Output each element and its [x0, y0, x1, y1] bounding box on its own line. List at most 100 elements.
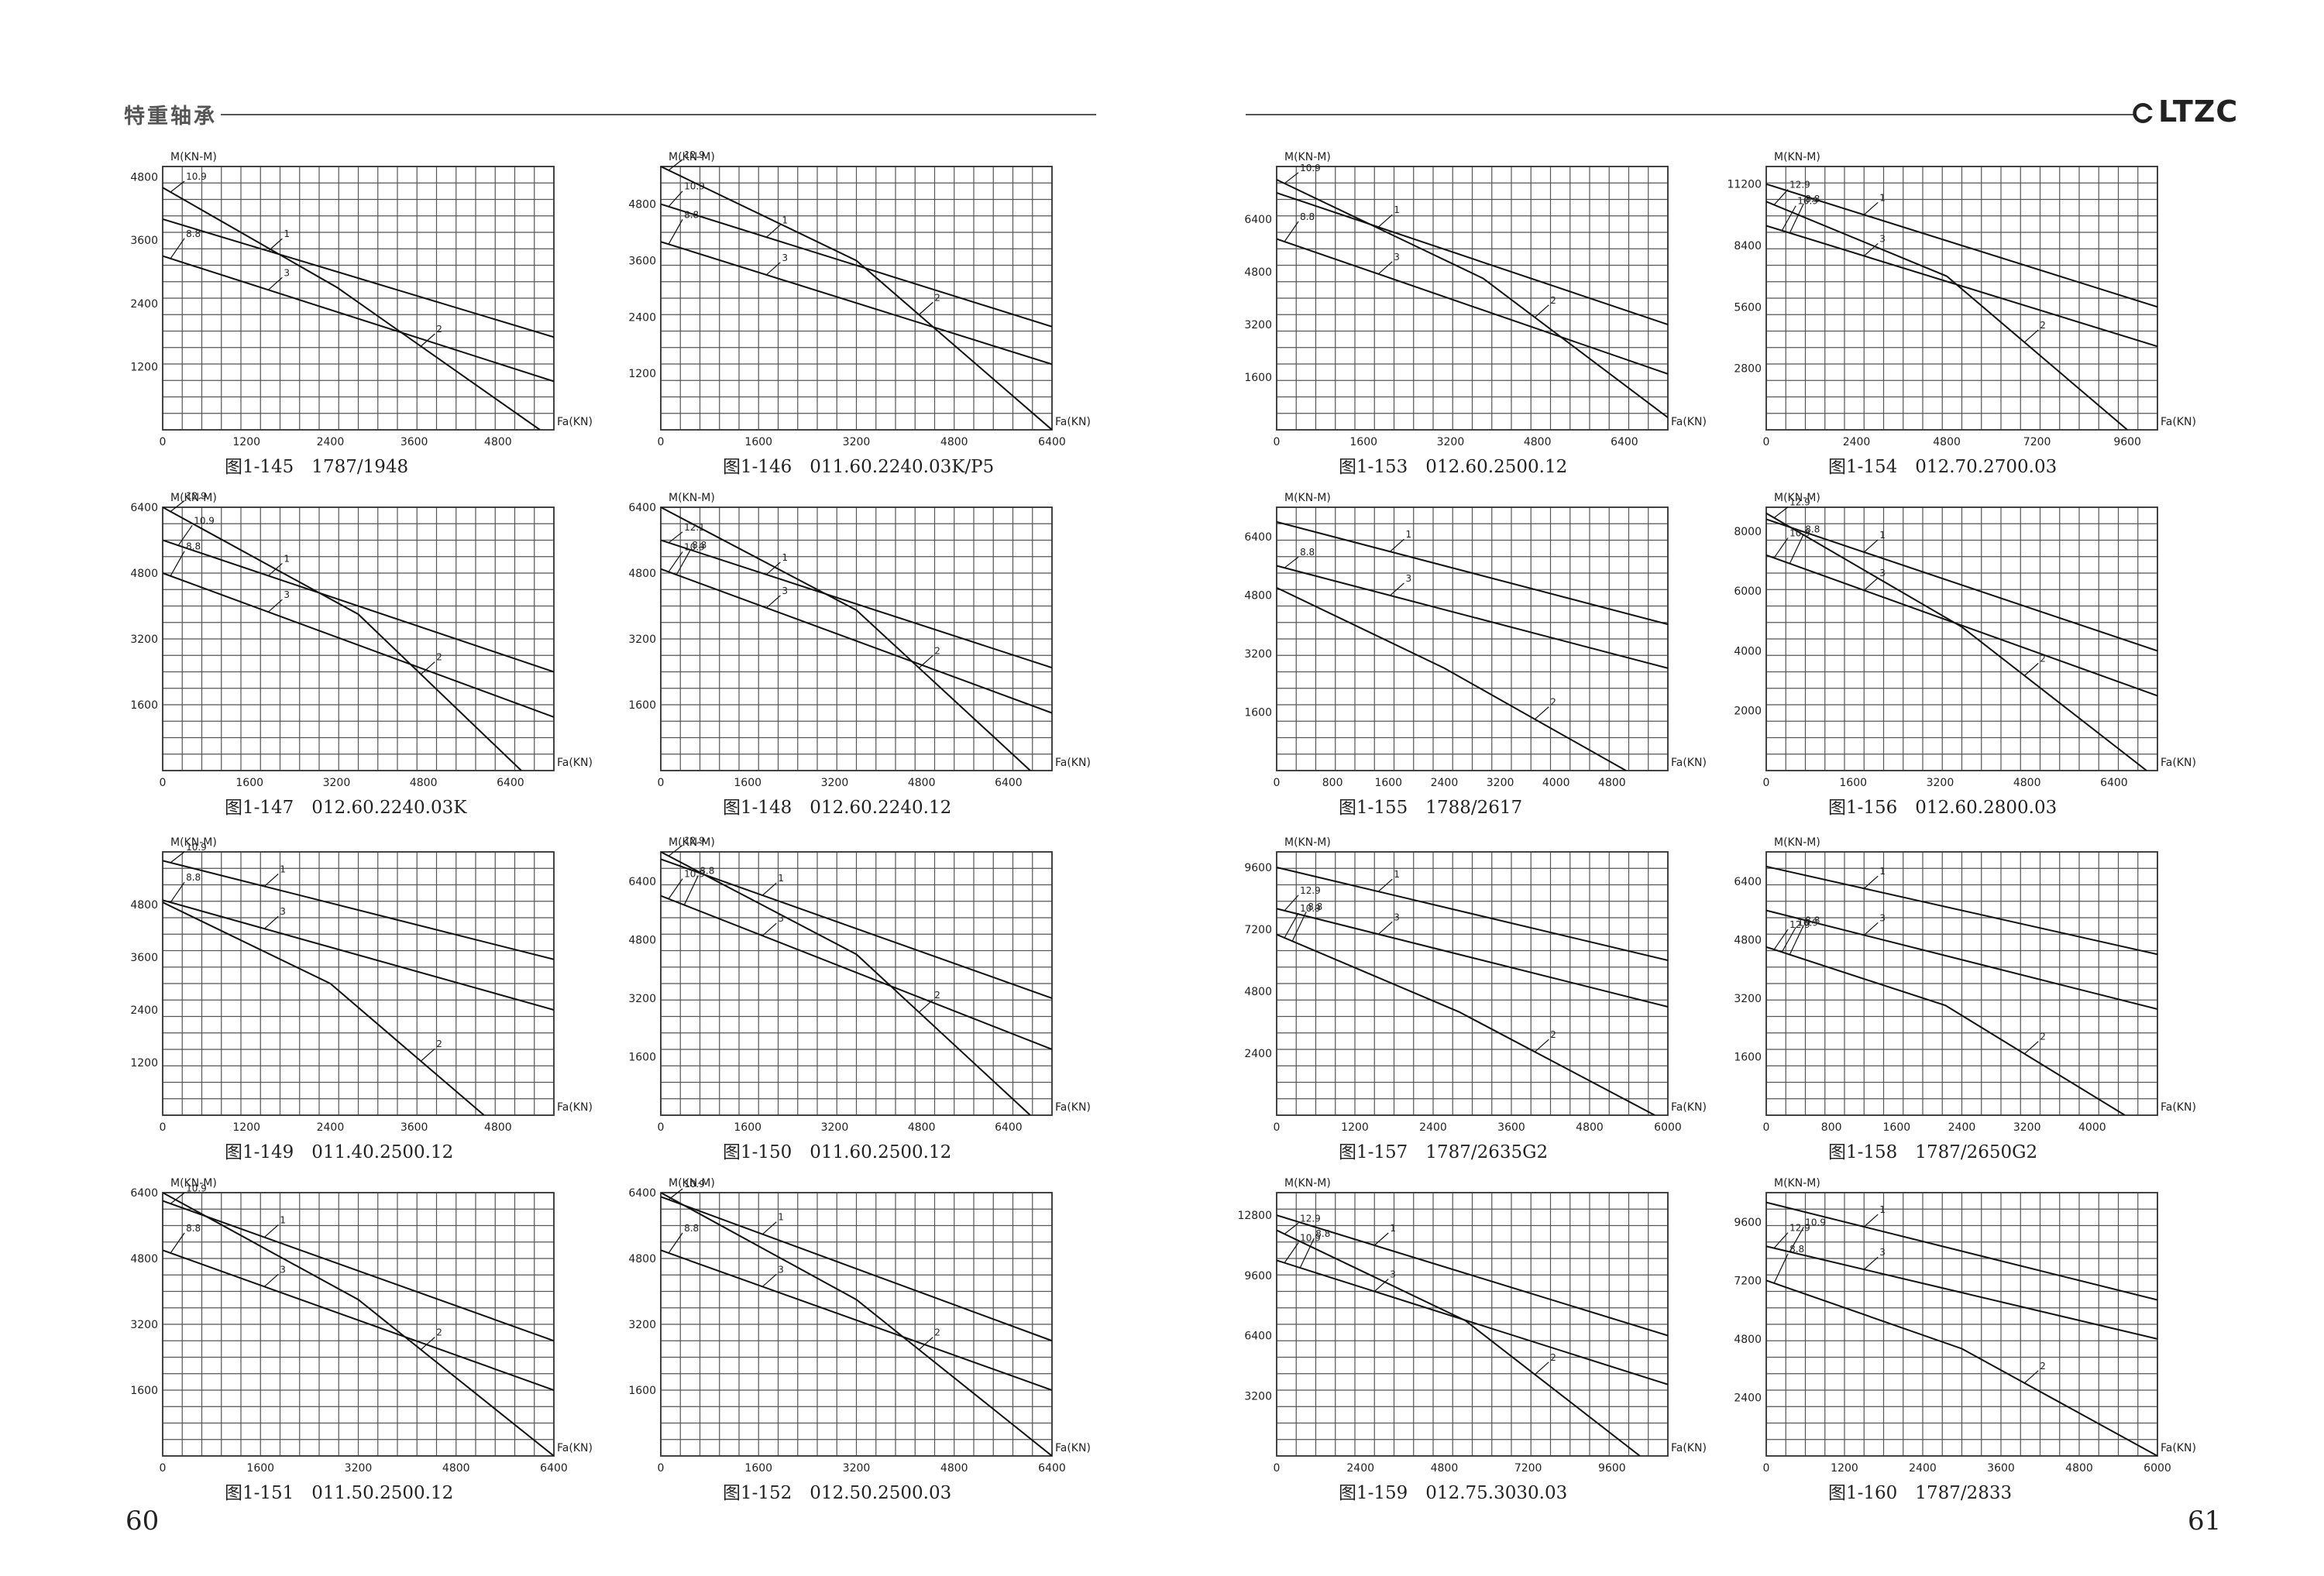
x-tick-label: 6400 — [540, 1462, 568, 1475]
y-tick-label: 4800 — [130, 172, 158, 184]
label-leader — [918, 1337, 933, 1351]
figure-caption: 图1-152 012.50.2500.03 — [723, 1483, 952, 1503]
series-label: 1 — [778, 1212, 784, 1223]
chart-1-155: 0 800 1600 2400 3200 4000 4800 1600 3200 4800 6400… — [1244, 492, 1707, 789]
plot-frame — [1765, 506, 2158, 771]
series-label: 2 — [436, 1039, 442, 1049]
x-tick-label: 3200 — [843, 1462, 871, 1475]
x-tick-label: 2400 — [1346, 1462, 1374, 1475]
series-line-3 — [163, 572, 554, 718]
x-tick-label: 6400 — [995, 1121, 1023, 1134]
series-label: 10.9 — [1797, 196, 1818, 207]
x-tick-label: 4800 — [940, 436, 968, 448]
series-label: 1 — [778, 873, 784, 884]
y-axis-label: M(KN-M) — [669, 836, 715, 849]
y-tick-label: 3200 — [130, 633, 158, 646]
label-leader — [170, 180, 185, 193]
x-tick-label: 0 — [160, 777, 167, 789]
series-label: 2 — [2040, 653, 2046, 664]
plot-frame — [1765, 1192, 2158, 1457]
x-tick-label: 4800 — [442, 1462, 470, 1475]
series-line-1 — [163, 860, 554, 960]
figure-caption: 图1-146 011.60.2240.03K/P5 — [723, 457, 995, 477]
grid — [660, 506, 1053, 771]
y-tick-label: 6400 — [628, 502, 656, 514]
figure-caption: 图1-148 012.60.2240.12 — [723, 798, 952, 818]
plot-frame — [162, 506, 555, 771]
plot-frame — [162, 166, 555, 431]
x-tick-label: 2400 — [1419, 1121, 1447, 1134]
label-leader — [1863, 875, 1879, 889]
x-tick-label: 7200 — [1514, 1462, 1542, 1475]
label-leader — [676, 549, 691, 575]
y-axis-label: M(KN-M) — [170, 836, 217, 849]
series-line-2 — [1766, 201, 2128, 430]
y-tick-label: 3200 — [628, 1319, 656, 1331]
series-label: 12.9 — [684, 835, 705, 846]
grid — [1276, 1192, 1669, 1457]
y-tick-label: 1600 — [1244, 706, 1272, 719]
x-tick-label: 2400 — [1431, 777, 1459, 789]
label-leader — [1789, 534, 1804, 564]
x-tick-label: 4800 — [410, 777, 438, 789]
x-tick-label: 6400 — [2100, 777, 2128, 789]
label-leader — [170, 1192, 185, 1204]
x-axis-label: Fa(KN) — [2161, 1442, 2196, 1454]
series-line-2 — [661, 1193, 1052, 1456]
x-tick-label: 1600 — [734, 1121, 761, 1134]
series-label: 2 — [436, 324, 442, 335]
y-tick-label: 6400 — [1734, 876, 1762, 888]
y-tick-label: 6400 — [1244, 531, 1272, 544]
y-tick-label: 3200 — [130, 1319, 158, 1331]
series-line-1 — [1277, 192, 1668, 325]
y-tick-label: 4800 — [1244, 589, 1272, 602]
series-label: 3 — [1394, 912, 1400, 922]
x-tick-label: 9600 — [1598, 1462, 1626, 1475]
series-label: 2 — [1550, 1029, 1556, 1040]
label-leader — [1773, 537, 1789, 558]
series-line-2 — [1277, 933, 1655, 1115]
label-leader — [668, 219, 683, 245]
x-tick-label: 0 — [160, 1462, 167, 1475]
x-tick-label: 0 — [1274, 436, 1281, 448]
x-tick-label: 3200 — [1437, 436, 1465, 448]
x-tick-label: 1600 — [744, 1462, 772, 1475]
x-tick-label: 4000 — [1542, 777, 1570, 789]
x-tick-label: 0 — [1274, 1121, 1281, 1134]
y-tick-label: 3200 — [1244, 319, 1272, 331]
series-line-2 — [1277, 1229, 1641, 1456]
label-leader — [761, 922, 777, 936]
y-tick-label: 6400 — [628, 1187, 656, 1200]
series-label: 12.9 — [1789, 1223, 1810, 1234]
chart-1-158: 0 800 1600 2400 3200 4000 1600 3200 4800 6400 M(KN… — [1734, 836, 2196, 1134]
x-tick-label: 3200 — [821, 1121, 849, 1134]
x-axis-label: Fa(KN) — [1671, 757, 1707, 769]
header-rule-right — [1246, 114, 2135, 115]
y-axis-label: M(KN-M) — [669, 151, 715, 163]
series-line-2 — [1766, 512, 2147, 771]
series-label: 3 — [280, 906, 286, 917]
y-tick-label: 6000 — [1734, 585, 1762, 598]
series-label: 1 — [782, 215, 788, 225]
label-leader — [2023, 1370, 2039, 1384]
series-label: 12.9 — [1300, 1213, 1321, 1224]
y-tick-label: 4800 — [1734, 1334, 1762, 1346]
label-leader — [1789, 925, 1804, 955]
x-tick-label: 4000 — [2078, 1121, 2106, 1134]
series-label: 2 — [2040, 1361, 2046, 1372]
chart-1-159: 0 2400 4800 7200 9600 3200 6400 9600 12800 M(KN-M… — [1237, 1177, 1706, 1475]
series-label: 2 — [934, 990, 940, 1001]
series-label: 1 — [1394, 204, 1400, 215]
label-leader — [668, 1232, 683, 1254]
series-line-2 — [1277, 179, 1668, 419]
y-tick-label: 6400 — [1244, 214, 1272, 226]
label-leader — [420, 661, 435, 675]
label-leader — [683, 875, 699, 905]
label-leader — [1377, 921, 1393, 935]
x-tick-label: 3600 — [401, 1121, 428, 1134]
label-leader — [1377, 261, 1393, 275]
chart-1-146: 0 1600 3200 4800 6400 1200 2400 3600 4800 M(KN-M)… — [628, 149, 1091, 448]
series-label: 8.8 — [1308, 901, 1322, 912]
label-leader — [1863, 243, 1879, 256]
y-tick-label: 1600 — [628, 1051, 656, 1063]
